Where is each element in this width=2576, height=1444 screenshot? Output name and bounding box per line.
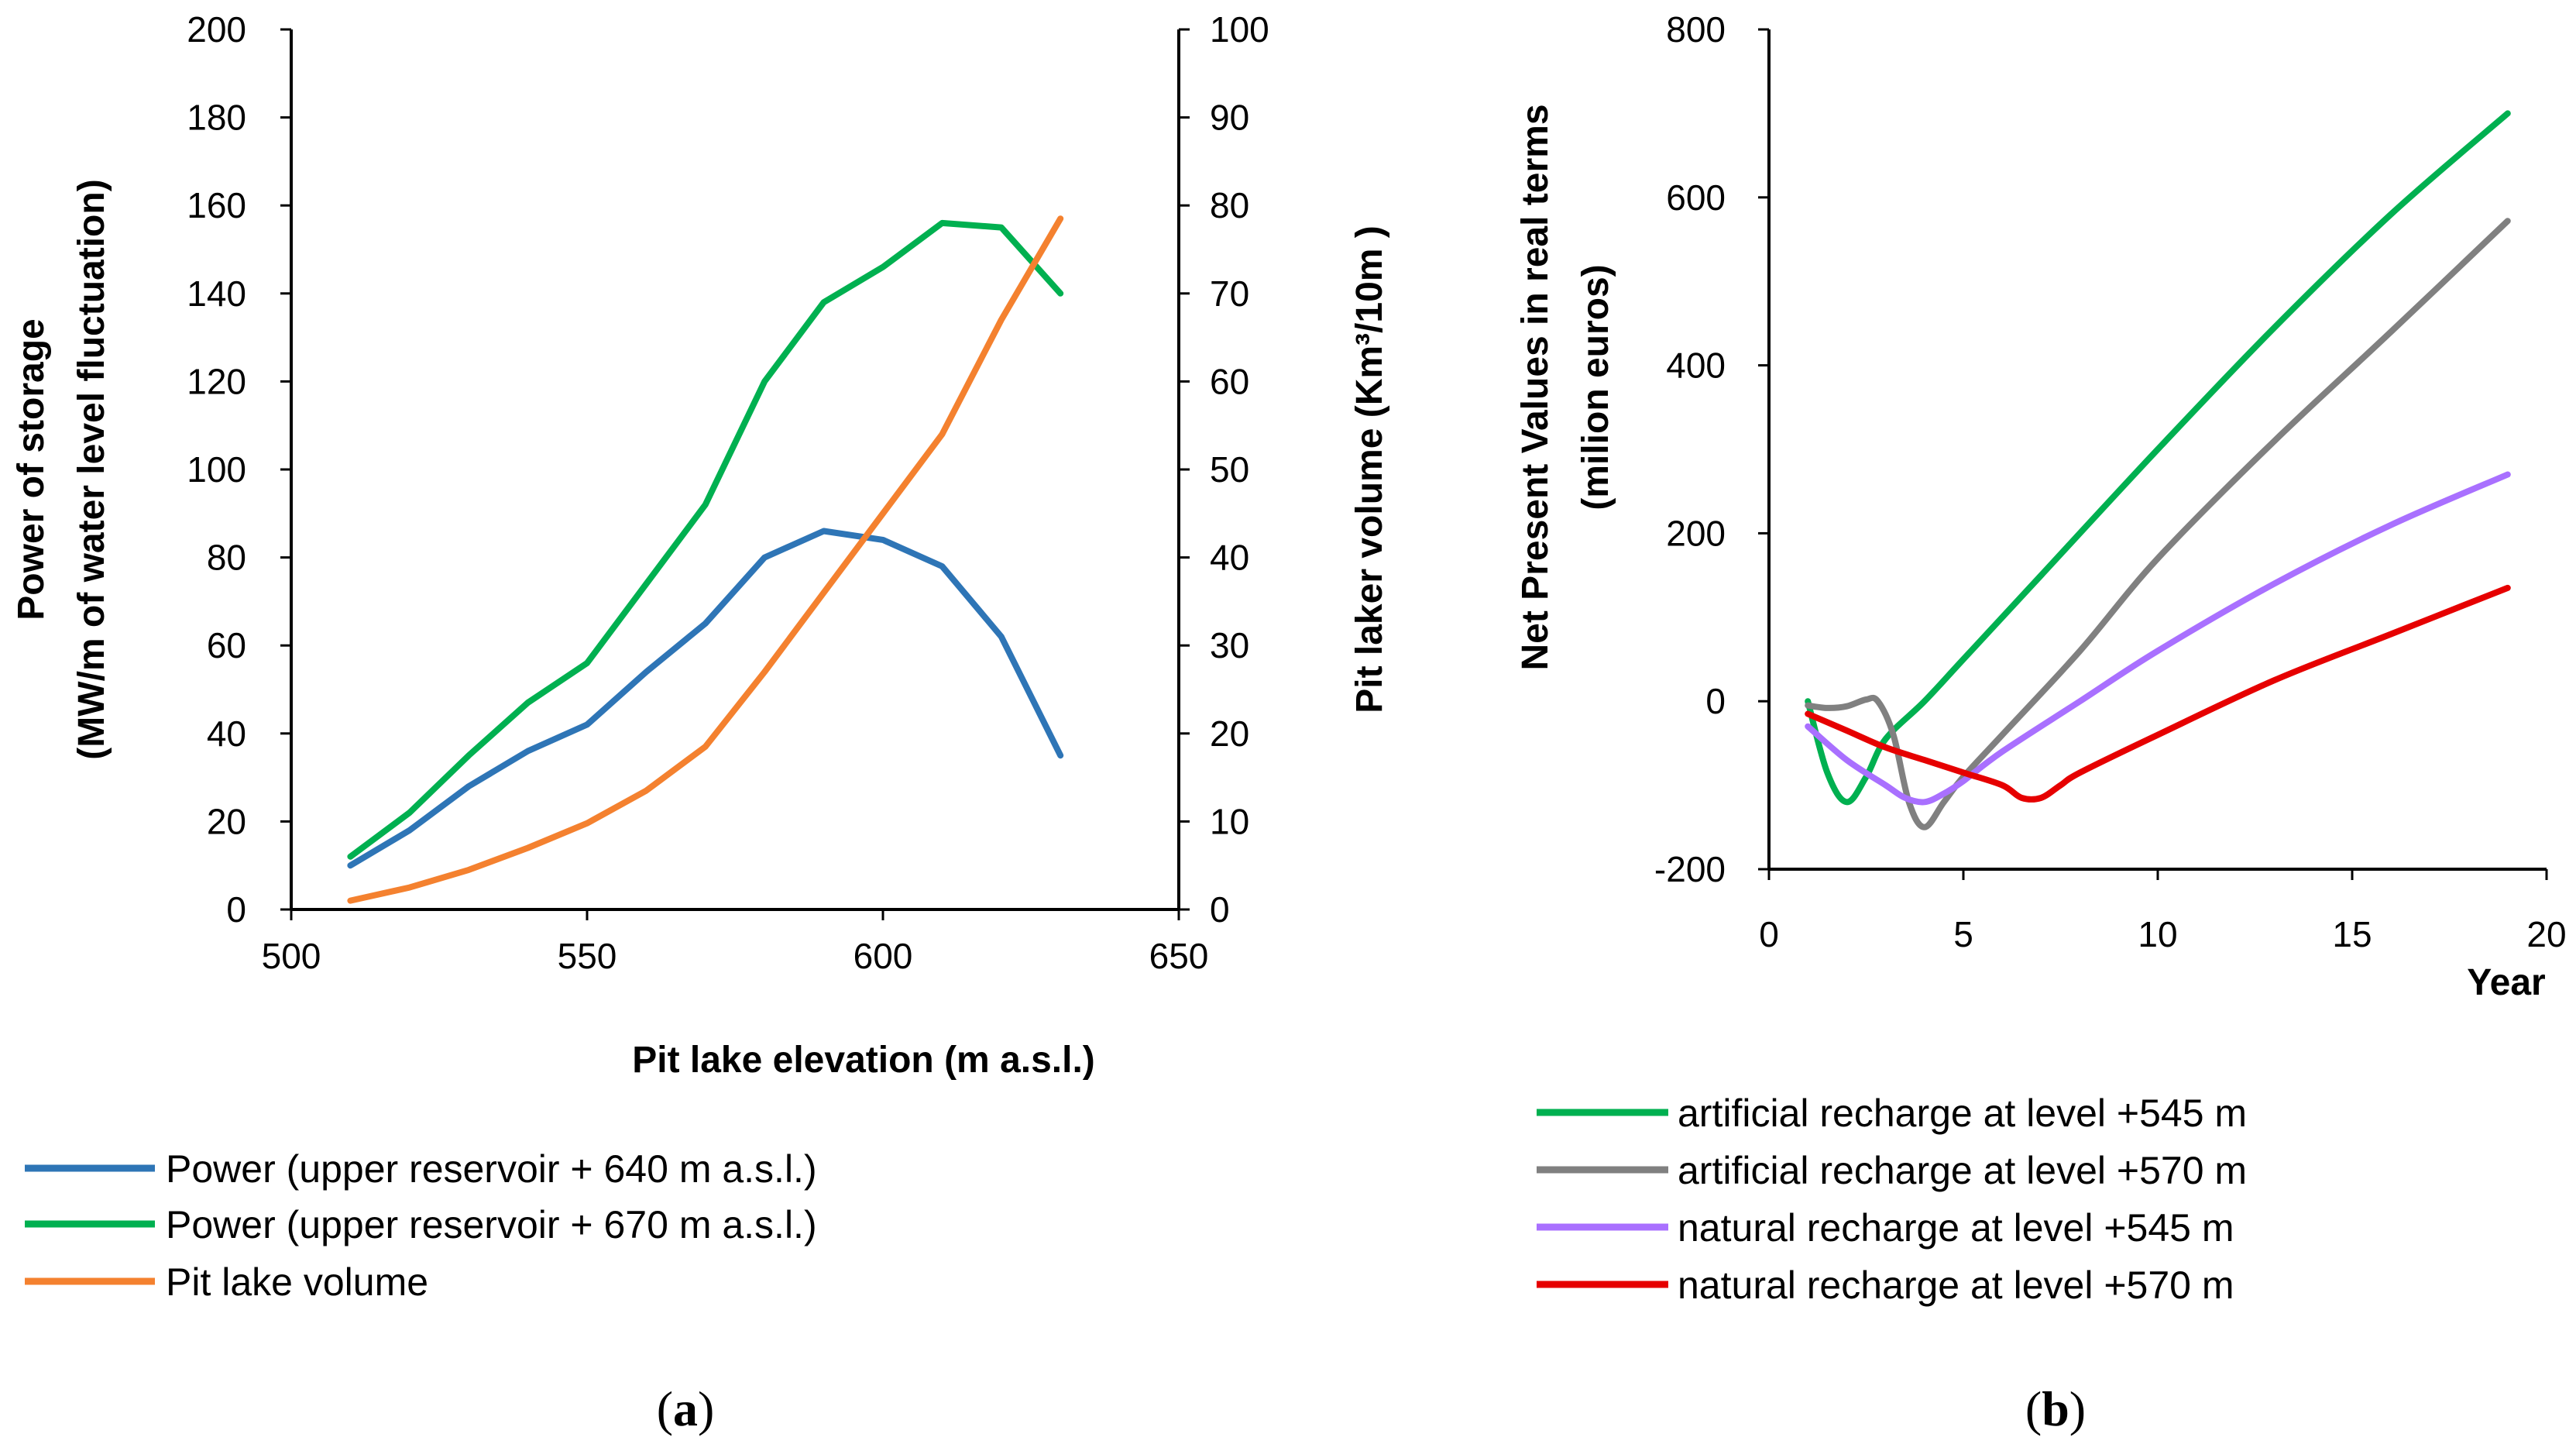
chart-a-series-line-2 — [347, 219, 1064, 860]
chart-a-lines — [347, 215, 1064, 904]
chart-a-y-tick-label: 180 — [187, 98, 246, 138]
legend-b-label-3: natural recharge at level +545 m — [1678, 1206, 2234, 1250]
caption-b-letter: b — [2042, 1381, 2069, 1436]
chart-a-x-tick-label: 650 — [1149, 936, 1209, 976]
chart-a-axes — [290, 29, 1180, 911]
legend-b-label-4: natural recharge at level +570 m — [1678, 1264, 2234, 1307]
chart-a-x-tick-label: 500 — [262, 936, 321, 976]
chart-a-y-tick-label: 40 — [207, 713, 246, 754]
chart-b-y-tick-label: 0 — [1705, 681, 1726, 721]
chart-a-y-tick-label: 100 — [187, 449, 246, 490]
legend-b-label-1: artificial recharge at level +545 m — [1678, 1092, 2247, 1135]
chart-b-lines — [1805, 110, 2511, 830]
chart-b-y-tick-label: 400 — [1666, 346, 1726, 386]
chart-a-x-tick-label: 600 — [854, 936, 913, 976]
chart-a-y-tick-label: 0 — [226, 889, 246, 930]
chart-a-x-tick-label: 550 — [558, 936, 617, 976]
chart-b-y-tick-label: 800 — [1666, 9, 1726, 50]
caption-b: (b) — [2025, 1381, 2086, 1436]
chart-b-x-tick-label: 10 — [2138, 914, 2177, 954]
chart-b-series-line-4 — [1805, 584, 2511, 803]
chart-a-y2-tick-label: 90 — [1210, 98, 1249, 138]
legend-a-label-3: Pit lake volume — [166, 1260, 428, 1304]
chart-a-y-label-line1: Power of storage — [11, 318, 52, 620]
chart-b-y-tick-label: -200 — [1654, 849, 1726, 889]
chart-b-y-tick-label: 600 — [1666, 177, 1726, 218]
chart-a-y-tick-label: 160 — [187, 185, 246, 225]
chart-a-y2-tick-label: 30 — [1210, 625, 1249, 665]
chart-a-y-tick-label: 120 — [187, 361, 246, 401]
chart-a-y2-tick-label: 80 — [1210, 185, 1249, 225]
chart-b-x-tick-label: 20 — [2526, 914, 2566, 954]
chart-a: 500 550 600 6500204060801001201401601802000… — [11, 9, 1390, 1081]
chart-b-series-line-3 — [1805, 471, 2511, 806]
chart-b-ticks: 0 5 10 15 20 -200 0 200 400 600 800 — [1654, 9, 2567, 954]
chart-b: 0 5 10 15 20 -200 0 200 400 600 800 Year Net Prese… — [1515, 9, 2567, 1003]
chart-b-axes — [1767, 29, 2547, 871]
chart-b-y-label-line1: Net Present Values in real terms — [1515, 104, 1556, 670]
chart-a-series-line-3 — [347, 215, 1064, 904]
chart-a-y2-tick-label: 40 — [1210, 538, 1249, 578]
chart-b-series-line-1 — [1805, 110, 2511, 806]
chart-a-y-tick-label: 20 — [207, 801, 246, 841]
chart-b-x-tick-label: 15 — [2332, 914, 2372, 954]
chart-a-y2-tick-label: 10 — [1210, 801, 1249, 841]
chart-a-x-label: Pit lake elevation (m a.s.l.) — [632, 1040, 1095, 1081]
chart-a-y-tick-label: 60 — [207, 625, 246, 665]
chart-b-x-label: Year — [2467, 962, 2545, 1003]
chart-a-y-label-line2: (MW/m of water level fluctuation) — [71, 179, 112, 759]
chart-a-ticks: 500 550 600 6500204060801001201401601802000… — [187, 9, 1269, 976]
caption-a-letter: a — [673, 1381, 698, 1436]
chart-a-y2-tick-label: 70 — [1210, 273, 1249, 314]
chart-a-y-tick-label: 80 — [207, 538, 246, 578]
legend-a: Power (upper reservoir + 640 m a.s.l.) Po… — [25, 1147, 817, 1304]
chart-a-y2-tick-label: 50 — [1210, 449, 1249, 490]
chart-a-series-line-1 — [347, 528, 1064, 869]
chart-b-y-label-line2: (milion euros) — [1575, 264, 1616, 510]
legend-b-label-2: artificial recharge at level +570 m — [1678, 1149, 2247, 1192]
chart-a-y-tick-label: 200 — [187, 9, 246, 50]
chart-a-y2-tick-label: 0 — [1210, 889, 1230, 930]
chart-a-y2-label: Pit laker volume (Km³/10m ) — [1349, 225, 1390, 713]
chart-b-series-line-2 — [1805, 218, 2511, 830]
chart-b-y-tick-label: 200 — [1666, 513, 1726, 553]
chart-b-x-tick-label: 0 — [1759, 914, 1779, 954]
legend-b: artificial recharge at level +545 m artif… — [1537, 1092, 2247, 1307]
caption-a: (a) — [657, 1381, 715, 1436]
chart-a-y2-tick-label: 20 — [1210, 713, 1249, 754]
chart-a-y2-tick-label: 60 — [1210, 361, 1249, 401]
chart-a-y-tick-label: 140 — [187, 273, 246, 314]
legend-a-label-1: Power (upper reservoir + 640 m a.s.l.) — [166, 1147, 817, 1191]
chart-a-y2-tick-label: 100 — [1210, 9, 1269, 50]
chart-b-x-tick-label: 5 — [1953, 914, 1973, 954]
legend-a-label-2: Power (upper reservoir + 670 m a.s.l.) — [166, 1203, 817, 1246]
